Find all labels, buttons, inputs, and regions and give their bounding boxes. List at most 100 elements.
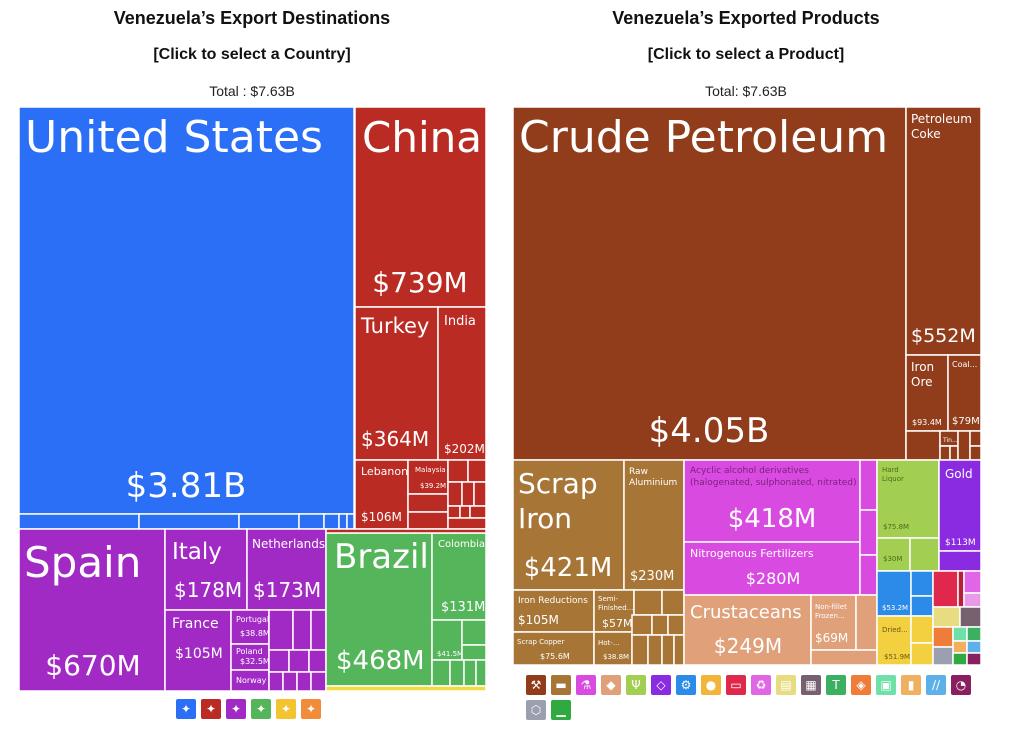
tile-small-ochre[interactable]: [661, 589, 685, 616]
tile-misc[interactable]: [959, 606, 982, 628]
tile-machines[interactable]: [876, 570, 912, 617]
tile-small-salmon[interactable]: [855, 594, 878, 651]
footwear-icon[interactable]: ▁: [551, 700, 571, 720]
tile-small-purple[interactable]: [268, 609, 294, 651]
tile-small-ochre[interactable]: [631, 614, 653, 636]
tile-small-brown[interactable]: [957, 430, 971, 461]
paper-goods-icon[interactable]: ♻: [751, 675, 771, 695]
tile-small-green[interactable]: [431, 619, 463, 661]
tile-small-blue[interactable]: [298, 513, 325, 530]
tile-small-purple[interactable]: [268, 649, 290, 673]
tile-small-red[interactable]: [447, 459, 469, 483]
europe-icon[interactable]: ✦: [226, 699, 246, 719]
chemical-products-icon[interactable]: ⚗: [576, 675, 596, 695]
tile-small-ochre[interactable]: [651, 614, 669, 636]
tile-small-brown[interactable]: [969, 445, 982, 461]
tile-iron-reductions[interactable]: [512, 589, 595, 633]
transportation-icon[interactable]: ∕∕: [926, 675, 946, 695]
stone-and-glass-icon[interactable]: ◈: [851, 675, 871, 695]
tile-small-purple[interactable]: [310, 609, 327, 651]
tile-small-blue[interactable]: [910, 570, 934, 597]
tile-small-misc[interactable]: [952, 652, 968, 666]
tile-small-green[interactable]: [463, 659, 477, 687]
tile-small-red[interactable]: [461, 481, 475, 507]
tile-small-brown[interactable]: [905, 430, 941, 461]
instruments-icon[interactable]: ◔: [951, 675, 971, 695]
asia-icon[interactable]: ✦: [201, 699, 221, 719]
tile-small-purple[interactable]: [308, 649, 327, 673]
tile-small-ochre[interactable]: [633, 589, 663, 616]
tile-semi-finished[interactable]: [593, 589, 635, 633]
tile-turkey[interactable]: [354, 306, 439, 461]
tile-raw-aluminium[interactable]: [623, 459, 685, 591]
tile-small-purple[interactable]: [282, 671, 298, 692]
tile-small-red[interactable]: [447, 481, 463, 507]
tile-small-red[interactable]: [473, 481, 487, 507]
tile-small-brown[interactable]: [949, 445, 959, 461]
tile-small-red[interactable]: [469, 505, 487, 519]
tile-poland[interactable]: [230, 643, 270, 671]
tile-small-ochre[interactable]: [673, 634, 685, 666]
tile-small-blue[interactable]: [338, 513, 348, 530]
tile-crude-petroleum[interactable]: [512, 106, 907, 461]
tile-small-purple[interactable]: [288, 649, 310, 673]
foodstuffs-icon[interactable]: Ψ: [626, 675, 646, 695]
miscellaneous-icon[interactable]: ▦: [801, 675, 821, 695]
precious-metals-icon[interactable]: ◇: [651, 675, 671, 695]
tile-small-brown[interactable]: [969, 430, 982, 447]
tile-united-states[interactable]: [18, 106, 355, 515]
tile-plastics[interactable]: [932, 570, 959, 608]
tile-small-blue[interactable]: [910, 595, 934, 617]
tile-small-lime[interactable]: [909, 537, 940, 572]
tile-small-yellow[interactable]: [910, 642, 934, 666]
textiles-icon[interactable]: T: [826, 675, 846, 695]
tile-wood[interactable]: [952, 640, 968, 654]
north-america-icon[interactable]: ✦: [176, 699, 196, 719]
tile-stone[interactable]: [932, 626, 954, 648]
tile-small-green[interactable]: [475, 659, 487, 687]
tile-small-purple[interactable]: [292, 609, 312, 651]
tile-france[interactable]: [164, 609, 232, 692]
oceania-icon[interactable]: ✦: [301, 699, 321, 719]
right-chart-subtitle[interactable]: [Click to select a Product]: [647, 46, 845, 63]
tile-portugal[interactable]: [230, 609, 270, 645]
tile-china[interactable]: [354, 106, 487, 308]
tile-small-magenta[interactable]: [859, 459, 878, 511]
africa-icon[interactable]: ✦: [276, 699, 296, 719]
tile-small-purple[interactable]: [268, 671, 284, 692]
tile-small-ochre[interactable]: [647, 634, 663, 666]
tile-hides[interactable]: [952, 626, 968, 642]
wood-products-icon[interactable]: ▮: [901, 675, 921, 695]
tile-small-blue[interactable]: [138, 513, 240, 530]
tile-non-fillet-frozen[interactable]: [810, 594, 857, 651]
tile-small-violet[interactable]: [938, 550, 982, 572]
tile-small-green[interactable]: [431, 659, 451, 687]
tile-small-purple[interactable]: [296, 671, 312, 692]
tile-small-red[interactable]: [325, 528, 487, 534]
tile-small-red[interactable]: [447, 505, 461, 519]
tile-small-brown[interactable]: [939, 445, 951, 461]
tile-spain[interactable]: [18, 528, 166, 692]
machines-icon[interactable]: ⚙: [676, 675, 696, 695]
tile-animal-fats[interactable]: [932, 606, 961, 628]
tile-dried[interactable]: [876, 615, 912, 666]
mineral-products-icon[interactable]: ⚒: [526, 675, 546, 695]
tile-small-ochre[interactable]: [631, 634, 649, 666]
tile-small-red[interactable]: [447, 517, 487, 530]
tile-transport[interactable]: [966, 640, 982, 654]
metals-icon[interactable]: ▬: [551, 675, 571, 695]
tile-small-misc[interactable]: [966, 652, 982, 666]
tile-small-purple[interactable]: [310, 671, 327, 692]
animal-hides-icon[interactable]: ▣: [876, 675, 896, 695]
tile-petroleum-coke[interactable]: [905, 106, 982, 356]
tile-small-pink[interactable]: [963, 592, 982, 608]
tile-india[interactable]: [437, 306, 487, 461]
tile-small-magenta[interactable]: [859, 554, 878, 596]
tile-small-green[interactable]: [461, 644, 487, 661]
tile-small-green[interactable]: [461, 619, 487, 646]
tile-small-red[interactable]: [407, 511, 449, 530]
tile-small-green[interactable]: [449, 659, 465, 687]
tile-africa[interactable]: [325, 685, 487, 692]
vegetable-products-icon[interactable]: ●: [701, 675, 721, 695]
tile-small-blue[interactable]: [346, 513, 355, 530]
